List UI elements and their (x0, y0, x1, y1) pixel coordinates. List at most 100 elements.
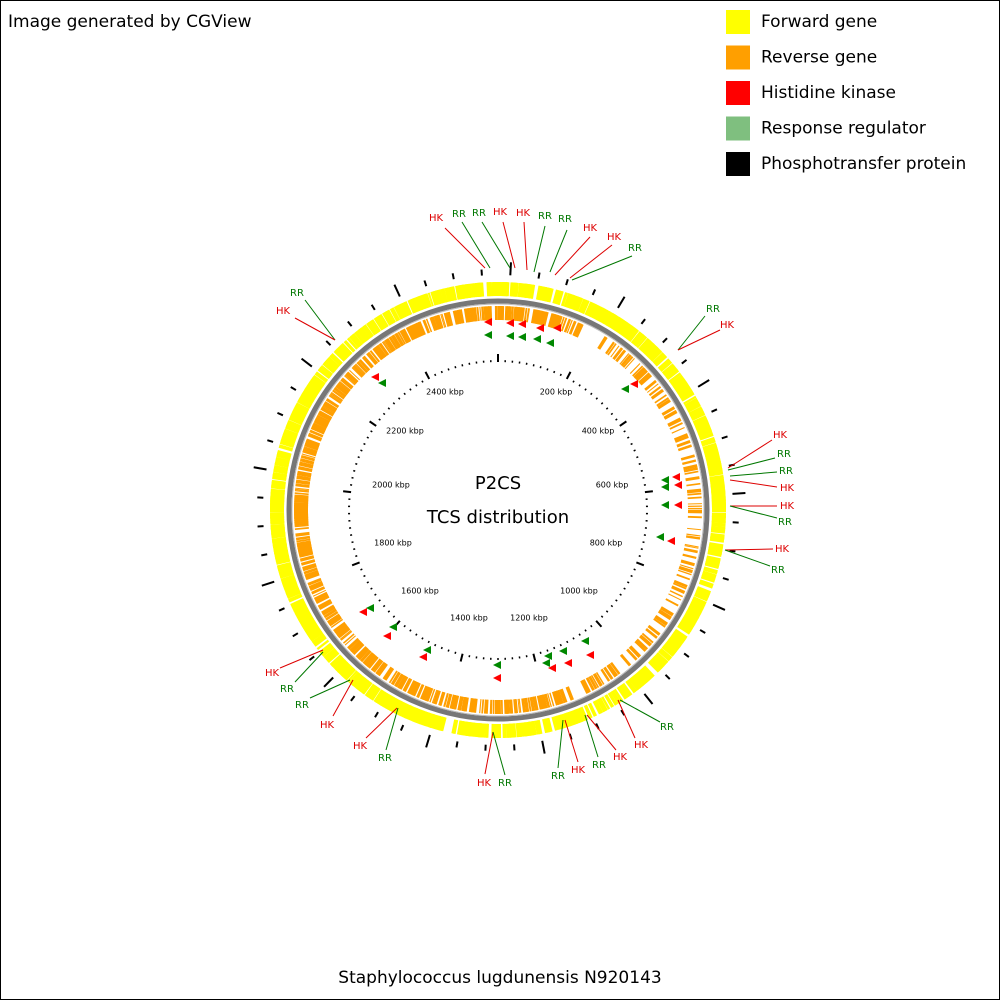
reverse-gene (308, 580, 323, 589)
reverse-gene (386, 337, 396, 351)
reverse-gene (344, 374, 357, 385)
reverse-gene (678, 565, 693, 573)
forward-gene (710, 479, 725, 485)
callout-line (309, 679, 351, 699)
scale-tick (415, 384, 418, 387)
callout-label: RR (538, 211, 552, 222)
forward-gene (518, 722, 522, 737)
forward-gene (449, 286, 457, 301)
forward-gene (673, 378, 687, 390)
outer-tick (278, 607, 285, 612)
scale-tick (370, 430, 373, 433)
forward-gene (654, 652, 668, 665)
reverse-gene (294, 519, 309, 524)
reverse-gene (441, 313, 447, 328)
forward-gene (659, 360, 673, 373)
scale-tick (640, 469, 643, 472)
reverse-gene (632, 365, 644, 377)
forward-gene (337, 661, 350, 675)
callout-line (724, 548, 774, 551)
forward-gene (451, 286, 457, 301)
forward-gene (546, 287, 554, 303)
forward-gene (270, 492, 285, 497)
reverse-gene (521, 698, 526, 713)
reverse-gene (607, 663, 618, 677)
reverse-gene (324, 401, 338, 410)
scale-tick (374, 593, 377, 596)
forward-gene (275, 458, 290, 464)
scale-tick (638, 555, 641, 558)
tcs-marker (378, 379, 386, 387)
forward-gene (620, 684, 630, 698)
reverse-gene (529, 696, 535, 712)
forward-gene (321, 645, 335, 657)
reverse-gene (338, 381, 351, 392)
reverse-gene (425, 318, 433, 333)
reverse-gene (429, 317, 436, 332)
reverse-gene (680, 454, 695, 461)
forward-gene (526, 283, 532, 299)
forward-gene (389, 697, 398, 712)
reverse-gene (612, 347, 624, 361)
reverse-gene (677, 569, 692, 576)
forward-gene (537, 719, 543, 735)
reverse-gene (460, 309, 465, 324)
callout-label: RR (452, 209, 466, 220)
forward-gene (484, 723, 489, 738)
reverse-gene (301, 559, 316, 566)
reverse-gene (658, 400, 671, 410)
forward-gene (424, 293, 432, 308)
reverse-gene (347, 638, 360, 650)
forward-gene (707, 551, 722, 558)
forward-gene (526, 721, 533, 736)
forward-gene (351, 334, 362, 347)
outer-tick (308, 655, 315, 661)
forward-gene (647, 660, 661, 673)
outer-tick (721, 435, 728, 440)
scale-tick (630, 442, 633, 446)
callout-label: RR (706, 304, 720, 315)
reverse-gene (302, 563, 317, 570)
callout-line (569, 244, 613, 279)
reverse-gene (686, 533, 701, 537)
reverse-gene (361, 650, 372, 663)
forward-gene (665, 368, 680, 381)
reverse-gene (648, 624, 661, 635)
legend-label: Reverse gene (761, 48, 877, 68)
outer-tick (290, 386, 297, 391)
scale-tick (378, 418, 381, 421)
reverse-gene (347, 637, 359, 649)
reverse-gene (626, 648, 638, 661)
forward-gene (273, 547, 288, 553)
outer-tick (425, 734, 431, 748)
tcs-marker (419, 653, 427, 661)
forward-gene (295, 403, 309, 413)
scale-tick (640, 548, 643, 551)
forward-gene (699, 579, 714, 588)
reverse-gene (551, 314, 559, 329)
forward-gene (673, 629, 687, 642)
callout-label: HK (429, 213, 444, 224)
scale-tick (630, 574, 633, 578)
forward-gene (340, 342, 353, 356)
scale-tick (623, 430, 626, 433)
callout-label: RR (778, 517, 792, 528)
forward-gene (455, 285, 462, 300)
scale-tick (343, 490, 352, 494)
forward-gene (306, 626, 321, 638)
forward-gene (684, 397, 698, 408)
reverse-gene (506, 306, 509, 321)
callout-label: HK (477, 778, 492, 789)
reverse-gene (657, 398, 671, 409)
forward-gene (589, 303, 598, 318)
forward-gene (380, 693, 391, 707)
scale-label: 1000 kbp (560, 587, 598, 596)
reverse-gene (369, 350, 381, 363)
forward-gene (612, 317, 624, 332)
tcs-marker (484, 318, 492, 326)
callout-label: RR (295, 700, 309, 711)
forward-gene (610, 690, 620, 705)
forward-gene (514, 282, 519, 297)
forward-gene (636, 670, 649, 685)
forward-gene (633, 673, 645, 687)
